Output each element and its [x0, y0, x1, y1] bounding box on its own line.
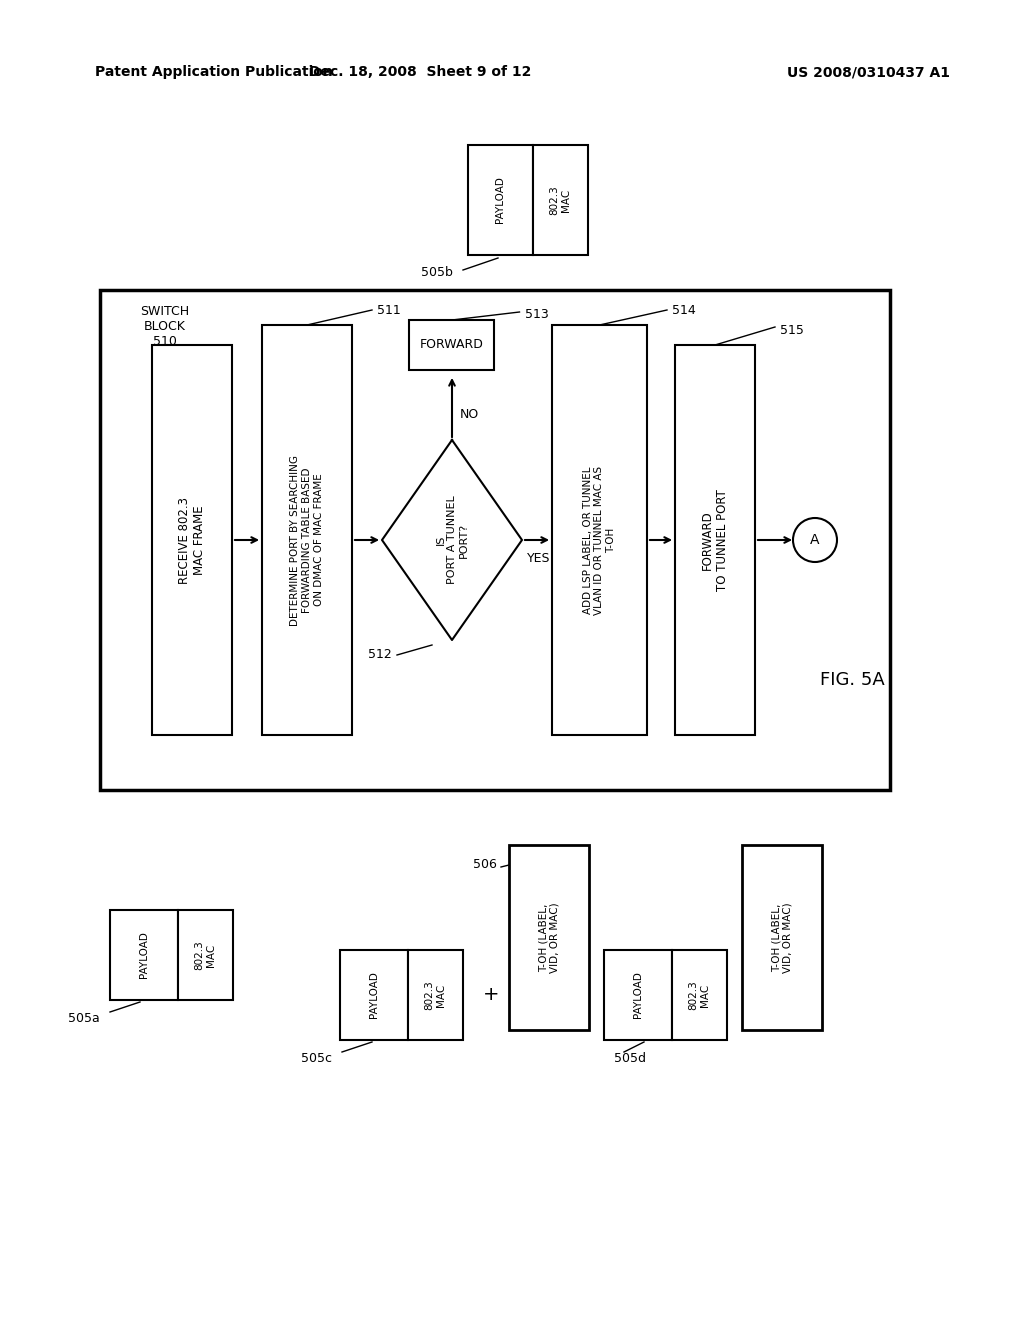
Text: 514: 514 [672, 304, 695, 317]
Text: A: A [810, 533, 820, 546]
Bar [178, 909, 233, 1001]
Text: PAYLOAD: PAYLOAD [496, 177, 506, 223]
Bar [152, 345, 232, 735]
Text: DETERMINE PORT BY SEARCHING
FORWARDING TABLE BASED
ON DMAC OF MAC FRAME: DETERMINE PORT BY SEARCHING FORWARDING T… [291, 454, 324, 626]
Bar [672, 950, 727, 1040]
Text: +: + [482, 986, 500, 1005]
Text: 512: 512 [369, 648, 392, 661]
Bar [340, 950, 408, 1040]
Text: 802.3
MAC: 802.3 MAC [195, 940, 216, 970]
Text: 515: 515 [780, 323, 804, 337]
Text: 505b: 505b [421, 267, 453, 280]
Text: FORWARD
TO TUNNEL PORT: FORWARD TO TUNNEL PORT [701, 490, 729, 591]
Bar [509, 845, 589, 1030]
Text: Dec. 18, 2008  Sheet 9 of 12: Dec. 18, 2008 Sheet 9 of 12 [309, 65, 531, 79]
Bar [552, 325, 647, 735]
Bar [100, 290, 890, 789]
Text: ADD LSP LABEL, OR TUNNEL
VLAN ID OR TUNNEL MAC AS
T-OH: ADD LSP LABEL, OR TUNNEL VLAN ID OR TUNN… [583, 466, 616, 615]
Bar [675, 345, 755, 735]
Text: T-OH (LABEL,
VID, OR MAC): T-OH (LABEL, VID, OR MAC) [771, 902, 793, 973]
Text: RECEIVE 802.3
MAC FRAME: RECEIVE 802.3 MAC FRAME [178, 496, 206, 583]
Bar [604, 950, 672, 1040]
Text: PAYLOAD: PAYLOAD [139, 932, 150, 978]
Text: FIG. 5A: FIG. 5A [820, 671, 885, 689]
Text: T-OH (LABEL,
VID, OR MAC): T-OH (LABEL, VID, OR MAC) [539, 902, 560, 973]
Bar [110, 909, 178, 1001]
Text: NO: NO [460, 408, 479, 421]
Text: PAYLOAD: PAYLOAD [633, 972, 643, 1019]
Text: US 2008/0310437 A1: US 2008/0310437 A1 [787, 65, 950, 79]
Text: 513: 513 [524, 309, 548, 322]
Bar [408, 950, 463, 1040]
Bar [262, 325, 352, 735]
Text: YES: YES [527, 552, 551, 565]
Text: IS
PORT A TUNNEL
PORT?: IS PORT A TUNNEL PORT? [435, 495, 469, 585]
Text: 505c: 505c [301, 1052, 332, 1064]
Text: PAYLOAD: PAYLOAD [369, 972, 379, 1019]
Bar [742, 845, 822, 1030]
Text: FORWARD: FORWARD [420, 338, 484, 351]
Text: 511: 511 [377, 304, 400, 317]
Text: 505d: 505d [614, 1052, 646, 1064]
Text: 506: 506 [473, 858, 497, 871]
Bar [468, 145, 534, 255]
Text: Patent Application Publication: Patent Application Publication [95, 65, 333, 79]
Text: 802.3
MAC: 802.3 MAC [550, 185, 571, 215]
Text: 802.3
MAC: 802.3 MAC [689, 981, 711, 1010]
Bar [409, 319, 494, 370]
Text: SWITCH
BLOCK
510: SWITCH BLOCK 510 [140, 305, 189, 348]
Polygon shape [382, 440, 522, 640]
Bar [534, 145, 588, 255]
Text: 802.3
MAC: 802.3 MAC [425, 981, 446, 1010]
Text: 505a: 505a [69, 1011, 100, 1024]
